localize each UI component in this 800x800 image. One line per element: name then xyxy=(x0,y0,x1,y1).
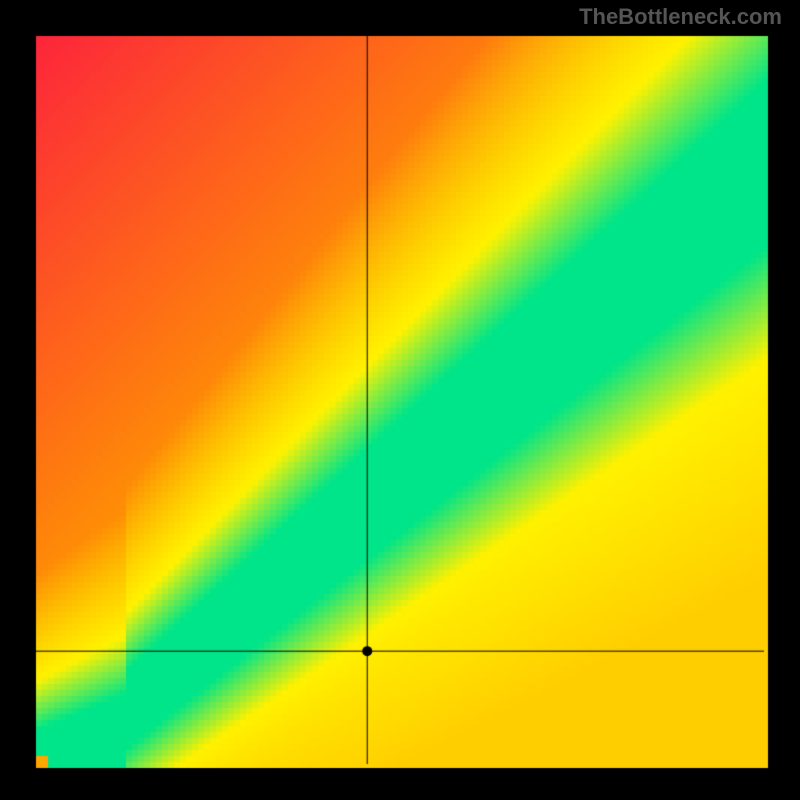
bottleneck-heatmap xyxy=(0,0,800,800)
watermark-text: TheBottleneck.com xyxy=(579,4,782,30)
